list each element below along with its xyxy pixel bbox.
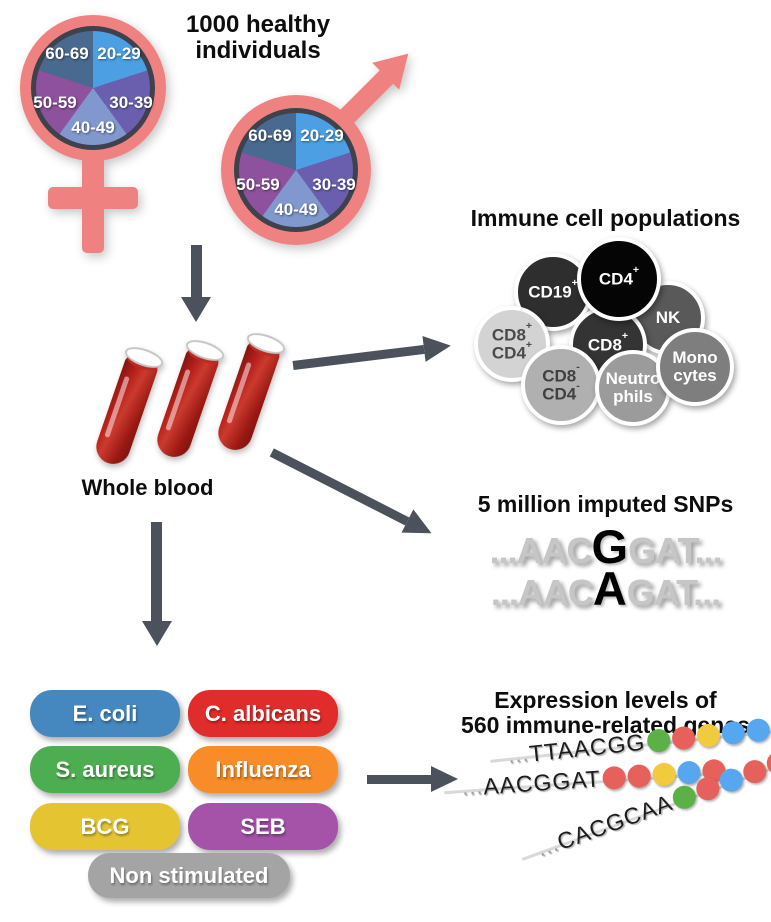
snp-sequence-1: ...AACGGAT... xyxy=(440,523,771,572)
expression-dot-yellow xyxy=(651,761,677,787)
arrow-down-to-blood-icon xyxy=(191,245,202,298)
snp-seq1-post: GAT... xyxy=(628,530,722,571)
strand-sequence: AACGGAT xyxy=(482,764,602,799)
snp-sequence-2: ...AACAGAT... xyxy=(440,565,771,614)
arrow-down-to-stimulations-head-icon xyxy=(142,621,172,646)
pie-label-age-group: 40-49 xyxy=(71,118,115,137)
whole-blood-label: Whole blood xyxy=(81,475,214,500)
pie-label-age-group: 30-39 xyxy=(109,93,153,112)
snp-seq2-pre: ...AAC xyxy=(490,572,594,613)
cell-circle-cd4-pos: CD4+ xyxy=(577,237,661,321)
expression-dot-red xyxy=(670,724,696,751)
arrow-down-to-stimulations-icon xyxy=(151,522,162,622)
arrow-to-expression-icon xyxy=(367,766,458,792)
arrow-head xyxy=(431,766,458,792)
immune-cell-cluster: CD19+ NK CD8+ CD4+ CD8+ CD4+ CD8- CD4- Neutro phi… xyxy=(440,200,771,435)
male-icon: 20-29 30-39 40-49 50-59 60-69 xyxy=(221,40,431,250)
stimulation-conditions-group: E. coli C. albicans S. aureus Influenza BCG S… xyxy=(20,685,350,905)
stimulus-label: SEB xyxy=(240,813,286,839)
pie-label-age-group: 50-59 xyxy=(33,93,77,112)
stimulus-pill-c-albicans: C. albicans xyxy=(188,690,338,737)
strand-ellipsis: ... xyxy=(461,773,485,800)
pie-label-age-group: 60-69 xyxy=(248,126,292,145)
stimulus-label: S. aureus xyxy=(55,756,155,782)
expression-strands-group: ... TTAACGG... AACGGAT... CACGCAA xyxy=(440,685,771,922)
arrow-shaft xyxy=(269,447,410,526)
stimulus-pill-e-coli: E. coli xyxy=(30,690,180,737)
immune-cells-title: Immune cell populations xyxy=(470,205,741,231)
snp-seq1-pre: ...AAC xyxy=(489,530,593,571)
male-age-pie-chart: 20-29 30-39 40-49 50-59 60-69 xyxy=(234,108,358,232)
pie-label-age-group: 20-29 xyxy=(97,44,141,63)
expression-dot-blue xyxy=(720,719,746,745)
arrow-shaft xyxy=(367,774,431,784)
expression-dot-red xyxy=(692,773,723,803)
expression-dot-blue xyxy=(745,717,771,743)
expression-dot-blue xyxy=(716,764,746,795)
cell-circle-monocytes: Mono cytes xyxy=(656,328,734,406)
stimulus-label: BCG xyxy=(80,813,130,839)
expression-dot-red xyxy=(601,765,627,790)
snp-seq1-variant: G xyxy=(591,520,629,573)
female-icon: 20-29 30-39 40-49 50-59 60-69 xyxy=(20,15,170,253)
stimulus-pill-bcg: BCG xyxy=(30,803,180,850)
strand-sequence: CACGCAA xyxy=(553,788,676,855)
stimulus-label: C. albicans xyxy=(204,700,322,726)
expression-title-line1: Expression levels of xyxy=(494,687,717,713)
pie-label-age-group: 60-69 xyxy=(45,44,89,63)
cell-circle-cd8-neg-cd4-neg: CD8- CD4- xyxy=(521,345,601,425)
arrow-to-snps-icon xyxy=(266,440,438,545)
stimulus-pill-influenza: Influenza xyxy=(188,746,338,793)
expression-dot-yellow xyxy=(695,722,721,748)
pie-label-age-group: 50-59 xyxy=(236,175,280,194)
snp-seq2-variant: A xyxy=(592,562,627,615)
pie-label-age-group: 40-49 xyxy=(274,200,318,219)
expression-dot-red xyxy=(626,763,652,788)
expression-dot-red xyxy=(739,756,770,786)
page-title: 1000 healthy individuals xyxy=(185,11,331,65)
stimulus-label: Influenza xyxy=(215,756,311,782)
female-age-pie-chart: 20-29 30-39 40-49 50-59 60-69 xyxy=(31,26,155,150)
tube-body xyxy=(213,341,282,455)
stimulus-label: Non stimulated xyxy=(109,862,269,888)
snp-seq2-post: GAT... xyxy=(626,572,721,613)
arrow-down-to-blood-head-icon xyxy=(181,297,211,322)
expression-dot-green xyxy=(645,727,672,753)
pie-label-age-group: 30-39 xyxy=(312,175,356,194)
arrow-to-immune-cells-icon xyxy=(291,332,453,378)
stimulus-pill-s-aureus: S. aureus xyxy=(30,746,180,793)
stimulus-label: E. coli xyxy=(72,700,138,726)
stimulus-pill-non-stimulated: Non stimulated xyxy=(88,853,290,898)
arrow-shaft xyxy=(292,344,425,370)
stimulus-pill-seb: SEB xyxy=(188,803,338,850)
pie-label-age-group: 20-29 xyxy=(300,126,344,145)
female-symbol-crossbar xyxy=(48,187,138,209)
snps-title: 5 million imputed SNPs xyxy=(477,491,734,517)
cell-circle-cd8-pos-cd4-pos: CD8+ CD4+ xyxy=(474,306,550,382)
